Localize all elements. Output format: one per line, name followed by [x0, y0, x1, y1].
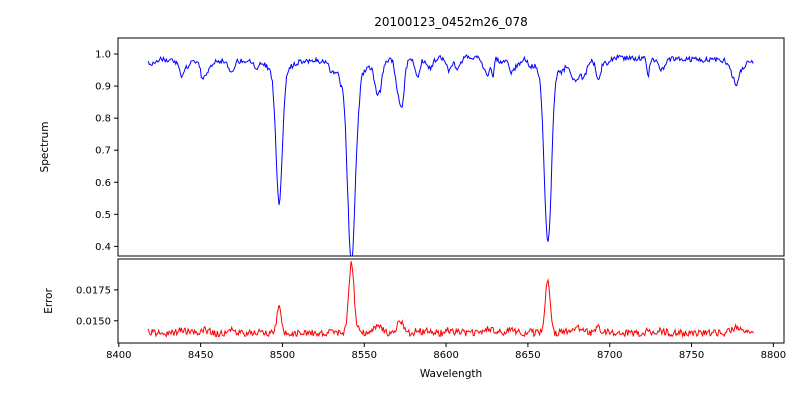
x-tick-label: 8700 — [597, 350, 622, 361]
y-tick-label: 0.4 — [95, 242, 111, 253]
y-tick-label: 0.9 — [95, 82, 111, 93]
x-tick-label: 8400 — [106, 350, 131, 361]
x-axis-label: Wavelength — [420, 368, 482, 380]
y-tick-label: 0.5 — [95, 210, 111, 221]
y-tick-label: 0.6 — [95, 178, 111, 189]
x-tick-label: 8450 — [188, 350, 213, 361]
error-panel-frame — [117, 258, 785, 344]
error-line — [147, 261, 755, 339]
y-axis-label-error: Error — [43, 288, 55, 314]
plot-content: 0.4 0.5 0.6 0.7 0.8 0.9 1.0 0.0150 0.0175 8400 845… — [76, 37, 786, 361]
x-tick-label: 8800 — [761, 350, 786, 361]
y-tick-label: 0.0175 — [76, 285, 111, 296]
x-tick-label: 8650 — [515, 350, 540, 361]
x-tick-label: 8500 — [270, 350, 295, 361]
chart-title: 20100123_0452m26_078 — [374, 15, 527, 29]
x-tick-label: 8750 — [679, 350, 704, 361]
x-tick-label: 8600 — [433, 350, 458, 361]
x-tick-label: 8550 — [352, 350, 377, 361]
spectrum-panel-frame — [117, 37, 785, 257]
y-tick-label: 0.7 — [95, 146, 111, 157]
spectrum-line — [147, 53, 754, 256]
y-axis-label-spectrum: Spectrum — [39, 122, 51, 173]
y-tick-label: 0.0150 — [76, 316, 111, 327]
y-tick-label: 1.0 — [95, 50, 111, 61]
y-tick-label: 0.8 — [95, 114, 111, 125]
